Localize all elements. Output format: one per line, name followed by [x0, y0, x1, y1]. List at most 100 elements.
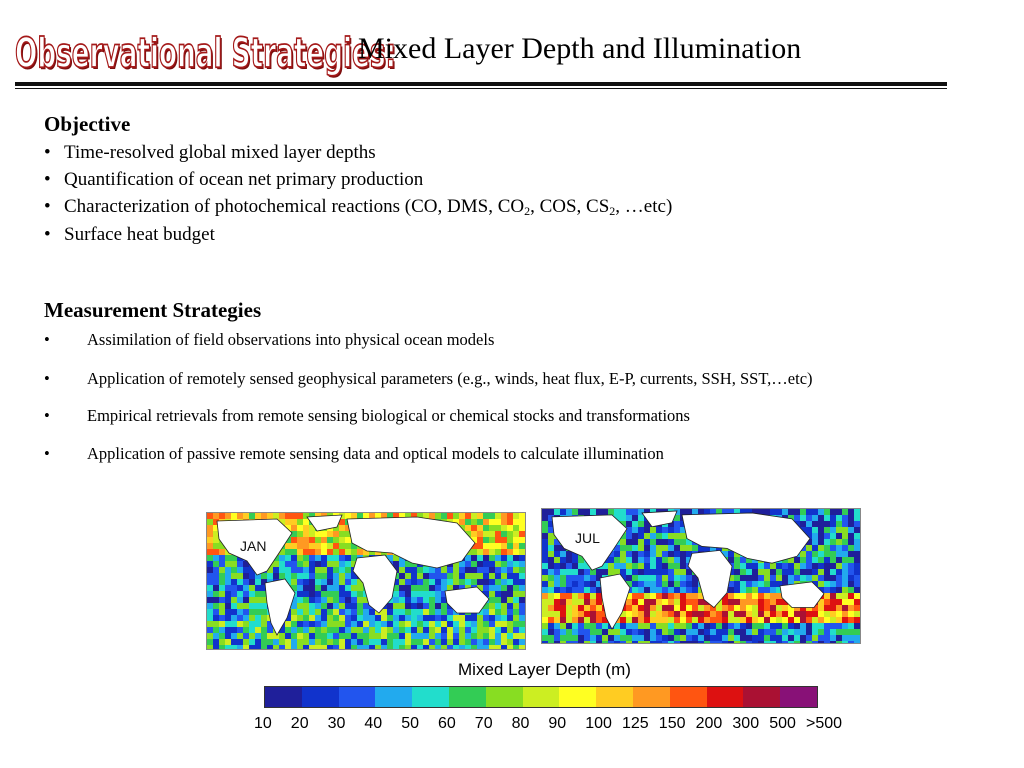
mld-cell — [656, 533, 662, 539]
mld-cell — [758, 587, 764, 593]
mld-cell — [842, 533, 848, 539]
mld-cell — [345, 585, 351, 591]
mld-cell — [548, 539, 554, 545]
mld-cell — [734, 605, 740, 611]
mld-cell — [513, 525, 519, 531]
mld-cell — [752, 635, 758, 641]
mld-cell — [650, 581, 656, 587]
mld-cell — [483, 615, 489, 621]
mld-cell — [477, 543, 483, 549]
mld-cell — [399, 609, 405, 615]
mld-cell — [560, 605, 566, 611]
mld-cell — [441, 615, 447, 621]
mld-cell — [566, 617, 572, 623]
mld-cell — [782, 569, 788, 575]
mld-cell — [830, 545, 836, 551]
mld-cell — [519, 585, 525, 591]
mld-cell — [578, 557, 584, 563]
mld-cell — [465, 615, 471, 621]
mld-cell — [566, 605, 572, 611]
mld-cell — [219, 585, 225, 591]
mld-cell — [728, 641, 734, 643]
mld-cell — [668, 593, 674, 599]
mld-cell — [315, 555, 321, 561]
mld-cell — [489, 561, 495, 567]
mld-cell — [806, 515, 812, 521]
mld-cell — [309, 615, 315, 621]
mld-cell — [327, 591, 333, 597]
mld-cell — [614, 545, 620, 551]
mld-cell — [477, 621, 483, 627]
mld-cell — [435, 597, 441, 603]
mld-cell — [626, 641, 632, 643]
mld-cell — [303, 555, 309, 561]
mld-cell — [638, 509, 644, 515]
mld-cell — [620, 515, 626, 521]
mld-cell — [824, 587, 830, 593]
mld-cell — [507, 519, 513, 525]
mld-cell — [243, 513, 249, 519]
mld-cell — [327, 579, 333, 585]
mld-cell — [680, 509, 686, 515]
mld-cell — [411, 561, 417, 567]
mld-cell — [513, 543, 519, 549]
mld-cell — [554, 545, 560, 551]
mld-cell — [441, 645, 447, 649]
mld-cell — [632, 593, 638, 599]
colorbar-swatch — [301, 687, 339, 707]
mld-cell — [794, 635, 800, 641]
mld-cell — [548, 515, 554, 521]
mld-cell — [854, 533, 860, 539]
mld-cell — [836, 521, 842, 527]
mld-cell — [231, 513, 237, 519]
mld-cell — [842, 617, 848, 623]
mld-cell — [836, 611, 842, 617]
mld-cell — [483, 555, 489, 561]
mld-cell — [243, 567, 249, 573]
mld-cell — [405, 591, 411, 597]
mld-cell — [734, 581, 740, 587]
mld-cell — [602, 509, 608, 515]
mld-cell — [686, 617, 692, 623]
mld-cell — [818, 635, 824, 641]
mld-cell — [213, 621, 219, 627]
mld-cell — [459, 639, 465, 645]
mld-cell — [435, 585, 441, 591]
mld-cell — [770, 575, 776, 581]
mld-cell — [459, 585, 465, 591]
bullet-marker: • — [44, 330, 50, 349]
mld-cell — [590, 641, 596, 643]
mld-cell — [441, 591, 447, 597]
mld-cell — [213, 549, 219, 555]
mld-cell — [501, 549, 507, 555]
objective-item: • Surface heat budget — [44, 224, 215, 246]
mld-cell — [309, 585, 315, 591]
mld-cell — [782, 605, 788, 611]
mld-cell — [297, 537, 303, 543]
mld-cell — [626, 557, 632, 563]
mld-cell — [387, 627, 393, 633]
mld-cell — [477, 615, 483, 621]
mld-cell — [578, 623, 584, 629]
mld-cell — [548, 569, 554, 575]
mld-cell — [477, 537, 483, 543]
mld-cell — [686, 641, 692, 643]
mld-cell — [483, 549, 489, 555]
mld-cell — [321, 591, 327, 597]
colorbar-tick-label: 20 — [290, 715, 309, 732]
mld-cell — [572, 563, 578, 569]
mld-cell — [542, 515, 548, 521]
mld-cell — [213, 519, 219, 525]
mld-cell — [381, 615, 387, 621]
mld-cell — [471, 579, 477, 585]
mld-cell — [243, 621, 249, 627]
mld-cell — [225, 603, 231, 609]
mld-cell — [776, 569, 782, 575]
mld-cell — [297, 615, 303, 621]
mld-cell — [459, 579, 465, 585]
mld-cell — [848, 587, 854, 593]
mld-cell — [830, 617, 836, 623]
mld-cell — [614, 635, 620, 641]
mld-cell — [333, 603, 339, 609]
mld-cell — [836, 563, 842, 569]
